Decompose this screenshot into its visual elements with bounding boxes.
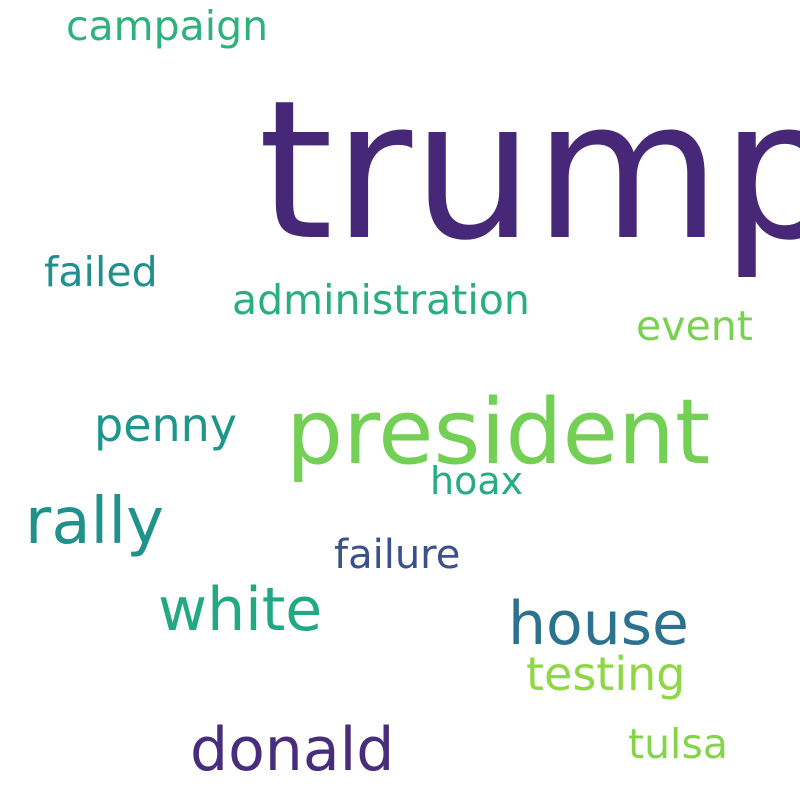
word-donald: donald — [190, 715, 395, 785]
word-administration: administration — [232, 276, 530, 324]
word-rally: rally — [25, 485, 164, 559]
word-campaign: campaign — [66, 2, 269, 50]
word-failed: failed — [44, 248, 158, 296]
word-failure: failure — [334, 532, 461, 578]
word-white: white — [158, 575, 323, 645]
word-penny: penny — [94, 398, 238, 452]
word-trump: trump — [258, 60, 800, 283]
word-house: house — [508, 589, 689, 659]
word-testing: testing — [526, 647, 686, 701]
word-tulsa: tulsa — [628, 720, 728, 768]
word-hoax: hoax — [430, 459, 524, 503]
word-president: president — [286, 380, 711, 485]
word-event: event — [636, 302, 753, 350]
